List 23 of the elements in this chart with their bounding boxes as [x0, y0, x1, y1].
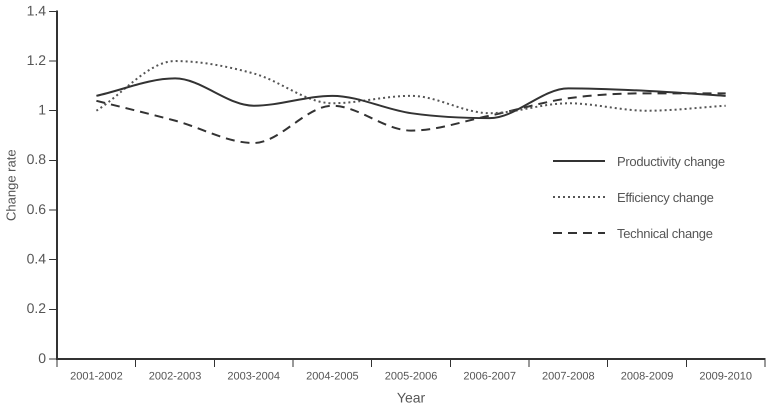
x-tick-label: 2002-2003 [148, 370, 202, 383]
y-tick-label: 0.2 [26, 300, 46, 316]
y-tick-label: 1 [38, 102, 46, 118]
x-tick-label: 2005-2006 [384, 370, 438, 383]
y-tick-label: 1.2 [26, 52, 46, 68]
x-axis-title: Year [396, 389, 426, 406]
y-axis-title: Change rate [3, 149, 18, 221]
x-tick-label: 2004-2005 [306, 370, 359, 383]
legend-label: Efficiency change [617, 190, 714, 205]
legend-label: Technical change [617, 226, 713, 241]
legend-label: Productivity change [617, 154, 725, 169]
y-tick-label: 0.6 [26, 200, 46, 217]
x-tick-label: 2003-2004 [227, 370, 280, 383]
x-tick-label: 2006-2007 [463, 370, 516, 383]
y-tick-label: 0.8 [26, 151, 46, 168]
y-tick-label: 0.4 [26, 250, 46, 267]
x-tick-label: 2007-2008 [542, 370, 595, 383]
x-tick-label: 2001-2002 [70, 370, 123, 383]
x-tick-label: 2008-2009 [620, 370, 674, 383]
y-tick-label: 1.4 [26, 2, 46, 18]
y-tick-label: 0 [38, 350, 46, 366]
line-series [95, 60, 727, 114]
x-tick-label: 2009-2010 [699, 370, 752, 383]
